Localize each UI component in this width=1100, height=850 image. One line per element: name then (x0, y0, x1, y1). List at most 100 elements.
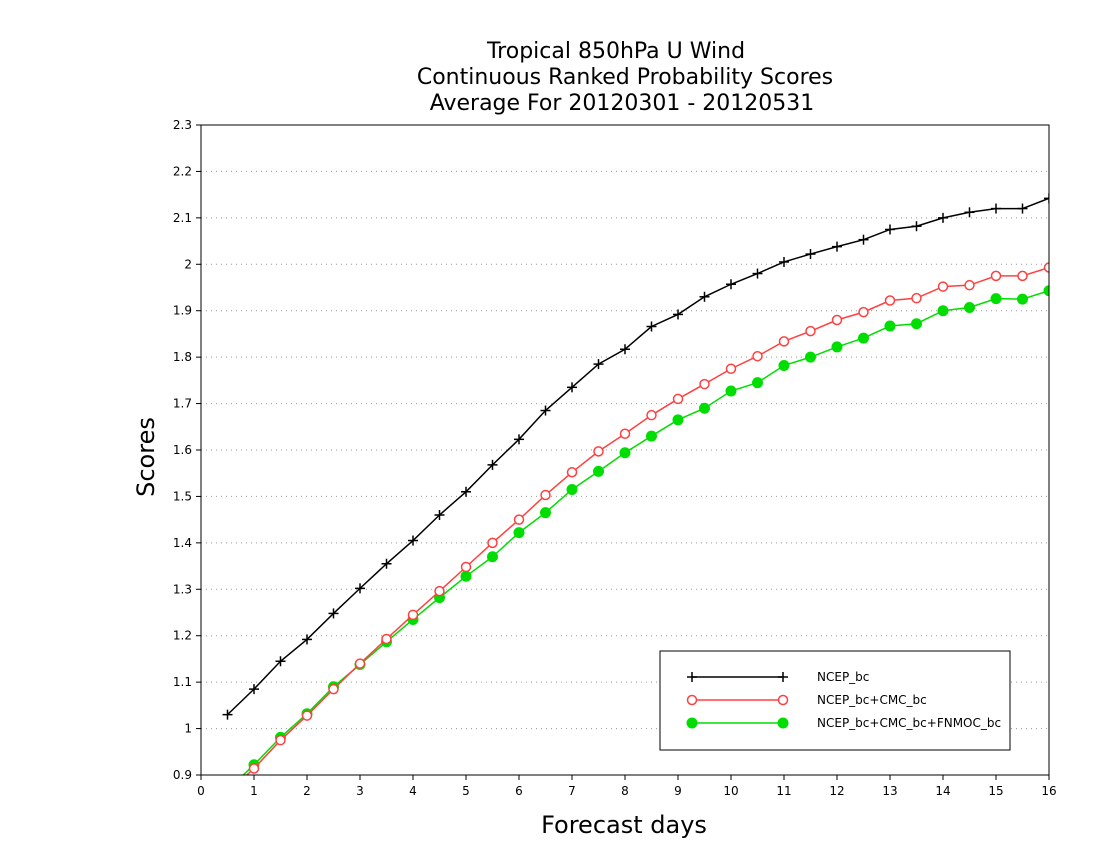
legend-entry: NCEP_bc+CMC_bc (686, 693, 927, 707)
data-point (513, 514, 525, 525)
data-point (408, 535, 418, 546)
x-tick-label: 9 (674, 784, 682, 798)
x-tick-label: 11 (776, 784, 791, 798)
data-point (619, 447, 631, 459)
data-point (964, 207, 975, 218)
data-point (355, 583, 365, 594)
x-tick-label: 8 (621, 784, 629, 798)
data-point (964, 301, 975, 313)
data-point (832, 241, 842, 252)
data-point (540, 507, 551, 519)
data-point (699, 378, 710, 390)
data-point (566, 467, 578, 478)
y-tick-label: 1.4 (173, 536, 192, 550)
data-point (302, 634, 312, 645)
x-tick-label: 12 (829, 784, 844, 798)
data-point (726, 279, 736, 290)
y-tick-label: 1.9 (173, 304, 192, 318)
data-point (911, 318, 922, 330)
data-point (434, 510, 445, 520)
data-point (275, 656, 286, 667)
data-point (699, 402, 710, 414)
legend-marker (777, 717, 789, 729)
data-point (725, 385, 737, 397)
legend-marker (778, 672, 788, 682)
y-tick-label: 1.6 (173, 443, 192, 457)
data-point (990, 293, 1002, 305)
data-point (513, 527, 525, 539)
data-point (990, 270, 1002, 282)
y-tick-label: 1.5 (173, 489, 192, 503)
data-point (911, 221, 922, 232)
data-point (328, 683, 339, 695)
series-layer (222, 193, 1049, 775)
chart-title-line-2: Continuous Ranked Probability Scores (417, 65, 833, 90)
data-point (1043, 285, 1049, 297)
data-point (937, 305, 949, 317)
x-tick-label: 10 (723, 784, 738, 798)
data-point (805, 325, 816, 337)
y-tick-label: 1.7 (173, 397, 192, 411)
data-point (354, 658, 366, 669)
x-tick-label: 15 (988, 784, 1003, 798)
series-1 (222, 193, 1049, 720)
data-point (461, 486, 471, 497)
tick-layer: 0 1 2 3 4 5 6 7 8 9 10 11 12 13 14 15 160.911.11.21.31.4… (173, 118, 1057, 798)
data-point (884, 295, 896, 306)
data-point (831, 341, 843, 353)
data-point (725, 363, 737, 374)
data-point (249, 684, 259, 695)
data-point (752, 268, 763, 279)
data-point (885, 224, 895, 235)
data-point (434, 585, 445, 597)
x-tick-label: 3 (356, 784, 364, 798)
data-point (779, 256, 789, 267)
data-point (619, 428, 631, 439)
data-point (620, 344, 630, 355)
data-point (672, 393, 684, 405)
data-point (566, 483, 578, 495)
data-point (858, 234, 869, 245)
data-point (222, 709, 233, 720)
data-point (540, 405, 551, 416)
data-point (593, 465, 604, 477)
x-tick-label: 4 (409, 784, 417, 798)
legend-entry: NCEP_bc (687, 670, 869, 684)
legend-marker (777, 694, 789, 706)
data-point (831, 314, 843, 326)
data-point (858, 306, 869, 318)
legend-marker (686, 694, 698, 706)
legend-label: NCEP_bc (817, 670, 869, 684)
y-tick-label: 1.2 (173, 629, 192, 643)
data-point (778, 336, 790, 347)
y-tick-label: 2.1 (173, 211, 192, 225)
x-tick-label: 5 (462, 784, 470, 798)
y-tick-label: 2 (184, 257, 192, 271)
data-point (460, 570, 472, 582)
legend-marker (686, 717, 698, 729)
x-tick-label: 16 (1041, 784, 1056, 798)
legend-entries: NCEP_bc NCEP_bc+CMC_bc NCEP_bc+CMC_bc+FNMO… (686, 670, 1001, 730)
data-point (646, 430, 657, 442)
y-tick-label: 0.9 (173, 768, 192, 782)
y-tick-label: 1.3 (173, 582, 192, 596)
data-point (593, 446, 604, 457)
data-point (1017, 293, 1028, 305)
data-point (1044, 193, 1049, 204)
data-point (275, 734, 286, 746)
data-point (487, 551, 498, 563)
y-tick-label: 2.3 (173, 118, 192, 132)
x-tick-label: 14 (935, 784, 950, 798)
data-point (964, 279, 975, 291)
legend: NCEP_bc NCEP_bc+CMC_bc NCEP_bc+CMC_bc+FNMO… (659, 650, 1011, 751)
data-point (858, 332, 869, 344)
y-tick-label: 2.2 (173, 164, 192, 178)
data-point (646, 321, 657, 332)
x-axis-label: Forecast days (541, 811, 707, 839)
x-tick-label: 6 (515, 784, 523, 798)
data-point (381, 633, 392, 645)
legend-label: NCEP_bc+CMC_bc (817, 693, 927, 707)
legend-label: NCEP_bc+CMC_bc+FNMOC_bc (817, 716, 1001, 730)
x-tick-label: 0 (197, 784, 205, 798)
y-tick-label: 1 (184, 722, 192, 736)
